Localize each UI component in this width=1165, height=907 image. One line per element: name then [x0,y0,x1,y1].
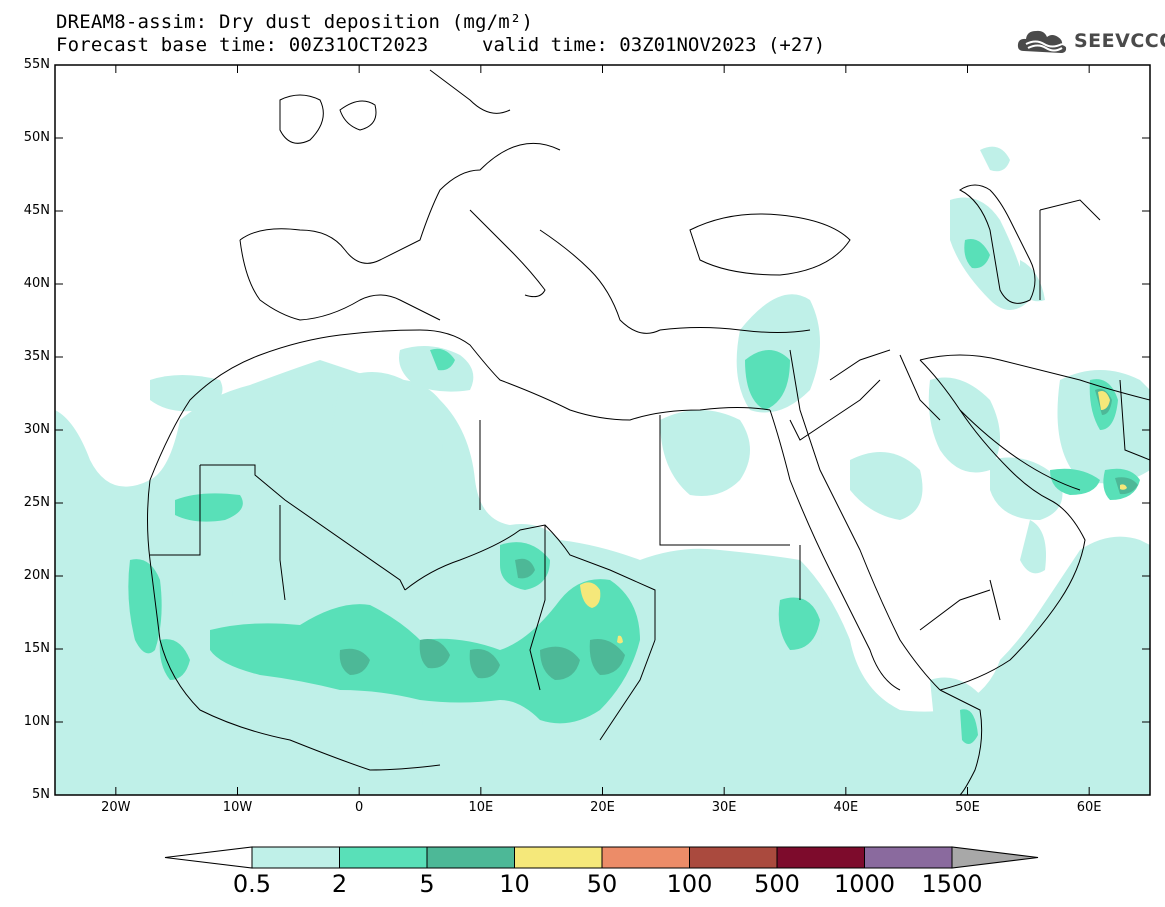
colorbar-swatch [864,846,953,869]
lon-label: 60E [1076,800,1102,815]
colorbar-under-triangle [164,846,253,869]
colorbar-label: 0.5 [232,870,272,898]
cloud-logo-icon [1017,30,1067,53]
colorbar-swatch [776,846,865,869]
colorbar-swatch [601,846,690,869]
colorbar-label: 50 [586,870,618,898]
lat-label: 55N [23,57,50,72]
lon-label: 50E [955,800,980,815]
deposition-level-4 [580,391,1127,644]
forecast-base-time: Forecast base time: 00Z31OCT2023 [56,34,429,56]
valid-time: valid time: 03Z01NOV2023 (+27) [482,34,826,56]
colorbar-label: 1000 [833,870,896,898]
lat-label: 10N [23,714,50,729]
logo-text: SEEVCCC [1074,30,1165,52]
axis-ticks [55,64,1150,796]
lat-label: 15N [23,641,50,656]
coastlines [147,69,1150,795]
lon-label: 10W [222,800,253,815]
colorbar-over-triangle [951,846,1039,869]
colorbar-swatch [251,846,340,869]
lat-label: 20N [23,568,50,583]
colorbar-label: 2 [331,870,348,898]
colorbar [164,846,1039,869]
lat-label: 40N [23,276,50,291]
lon-label: 0 [355,800,364,815]
lat-label: 25N [23,495,50,510]
colorbar-swatch [514,846,603,869]
logo: SEEVCCC [1016,26,1165,56]
deposition-level-3 [339,388,1138,680]
colorbar-label: 5 [419,870,435,898]
colorbar-label: 500 [754,870,800,898]
colorbar-label: 1500 [921,870,983,898]
colorbar-swatch [339,846,428,869]
lon-label: 10E [468,800,494,815]
lon-label: 20W [101,800,131,815]
lat-label: 30N [23,422,50,437]
lat-label: 50N [23,130,50,145]
colorbar-swatch [689,846,778,869]
colorbar-label: 100 [666,870,713,898]
lon-label: 20E [590,800,615,815]
lon-label: 40E [833,800,859,815]
lat-label: 5N [32,787,50,802]
lon-label: 30E [711,800,737,815]
map-title: DREAM8-assim: Dry dust deposition (mg/m²… [56,11,534,33]
colorbar-label: 10 [499,870,530,898]
lat-label: 45N [23,203,50,218]
colorbar-swatch [426,846,515,869]
lat-label: 35N [23,349,50,364]
